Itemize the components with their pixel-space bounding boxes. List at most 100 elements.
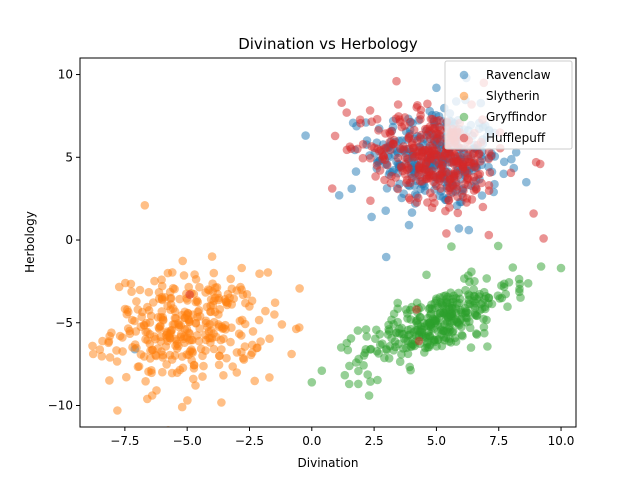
point-slytherin — [291, 324, 301, 334]
point-hufflepuff — [372, 114, 382, 124]
point-hufflepuff — [413, 101, 422, 110]
point-gryffindor — [424, 304, 434, 314]
x-tick-label: 0.0 — [302, 434, 321, 448]
point-hufflepuff — [356, 118, 365, 128]
point-gryffindor — [354, 379, 363, 389]
point-gryffindor — [431, 316, 441, 326]
point-hufflepuff — [436, 164, 446, 173]
point-slytherin — [147, 366, 156, 375]
point-gryffindor — [482, 274, 492, 283]
point-hufflepuff — [366, 196, 375, 205]
point-hufflepuff — [452, 158, 461, 168]
point-slytherin — [158, 367, 167, 377]
point-slytherin — [157, 307, 167, 316]
point-hufflepuff — [415, 161, 424, 170]
point-slytherin — [140, 201, 150, 210]
point-gryffindor — [471, 298, 480, 308]
point-slytherin — [144, 306, 154, 315]
legend-label-gryffindor: Gryffindor — [486, 110, 547, 124]
point-hufflepuff — [327, 184, 337, 193]
point-hufflepuff — [353, 144, 362, 154]
point-slytherin — [123, 324, 133, 333]
point-ravenclaw — [351, 167, 361, 176]
point-ravenclaw — [435, 191, 445, 201]
point-slytherin — [209, 268, 219, 278]
series-gryffindor — [307, 241, 566, 400]
point-slytherin — [132, 297, 141, 306]
point-slytherin — [158, 350, 167, 360]
point-slytherin — [225, 293, 234, 303]
point-gryffindor — [464, 290, 473, 299]
point-hufflepuff — [185, 290, 194, 299]
point-slytherin — [115, 331, 125, 341]
point-gryffindor — [389, 309, 399, 319]
point-hufflepuff — [370, 143, 379, 153]
point-gryffindor — [346, 334, 356, 343]
point-hufflepuff — [463, 150, 473, 160]
point-slytherin — [219, 371, 228, 380]
point-slytherin — [177, 402, 187, 412]
point-slytherin — [157, 281, 167, 291]
point-gryffindor — [344, 379, 354, 389]
point-hufflepuff — [409, 125, 419, 135]
point-slytherin — [184, 282, 193, 292]
point-gryffindor — [447, 318, 457, 328]
point-slytherin — [247, 348, 257, 358]
point-slytherin — [130, 316, 139, 326]
point-gryffindor — [437, 341, 447, 351]
point-hufflepuff — [449, 173, 459, 183]
point-slytherin — [163, 336, 172, 346]
point-slytherin — [122, 372, 131, 382]
point-gryffindor — [504, 278, 514, 287]
point-slytherin — [150, 276, 159, 286]
point-hufflepuff — [531, 157, 541, 167]
legend-label-slytherin: Slytherin — [486, 89, 540, 103]
point-slytherin — [133, 305, 143, 314]
point-slytherin — [175, 365, 185, 375]
point-ravenclaw — [507, 154, 516, 164]
point-hufflepuff — [396, 162, 406, 171]
point-slytherin — [95, 345, 105, 354]
point-slytherin — [171, 334, 180, 344]
point-gryffindor — [345, 361, 354, 371]
point-hufflepuff — [423, 99, 432, 109]
point-gryffindor — [480, 328, 489, 338]
axes-frame — [79, 57, 577, 428]
point-ravenclaw — [381, 252, 391, 262]
legend: Ravenclaw Slytherin Gryffindor Hufflepuff — [444, 60, 573, 150]
point-hufflepuff — [416, 115, 425, 124]
x-tick-label: 2.5 — [365, 434, 384, 448]
point-gryffindor — [343, 345, 353, 355]
point-gryffindor — [403, 314, 412, 323]
point-ravenclaw — [499, 157, 509, 167]
point-gryffindor — [487, 299, 497, 309]
point-gryffindor — [432, 296, 441, 305]
point-slytherin — [124, 307, 133, 317]
point-slytherin — [169, 304, 178, 313]
point-hufflepuff — [484, 186, 494, 195]
point-hufflepuff — [425, 122, 435, 131]
point-gryffindor — [371, 334, 380, 344]
point-gryffindor — [536, 262, 546, 271]
point-slytherin — [144, 287, 154, 297]
point-hufflepuff — [371, 172, 380, 181]
point-hufflepuff — [463, 180, 473, 190]
point-slytherin — [157, 294, 167, 304]
point-gryffindor — [523, 279, 533, 288]
point-slytherin — [177, 352, 187, 361]
point-slytherin — [114, 282, 124, 292]
point-gryffindor — [307, 378, 317, 387]
point-gryffindor — [363, 370, 373, 379]
point-hufflepuff — [453, 208, 463, 218]
point-hufflepuff — [459, 186, 468, 196]
point-hufflepuff — [436, 184, 445, 193]
point-gryffindor — [472, 311, 481, 320]
point-ravenclaw — [334, 191, 344, 200]
point-gryffindor — [340, 370, 350, 380]
point-ravenclaw — [425, 106, 435, 116]
point-ravenclaw — [499, 169, 509, 179]
point-slytherin — [206, 338, 215, 347]
point-hufflepuff — [462, 194, 472, 203]
point-gryffindor — [403, 349, 413, 359]
